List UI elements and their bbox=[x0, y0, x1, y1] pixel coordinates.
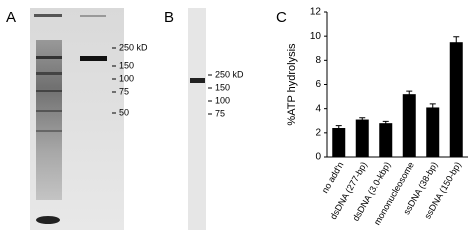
bar bbox=[402, 94, 416, 157]
bar bbox=[379, 123, 393, 157]
marker-label: 150 bbox=[119, 60, 134, 70]
bar bbox=[449, 42, 463, 158]
marker-label: 150 bbox=[215, 82, 230, 92]
marker-label: 100 bbox=[119, 73, 134, 83]
y-tick-label: 10 bbox=[310, 31, 322, 42]
marker-label: 250 kD bbox=[119, 42, 148, 52]
marker-label: 100 bbox=[215, 95, 230, 105]
y-tick-label: 2 bbox=[315, 127, 321, 138]
bar bbox=[355, 119, 369, 157]
gel-a bbox=[30, 8, 124, 230]
error-bar bbox=[335, 125, 342, 131]
marker-label: 250 kD bbox=[215, 69, 244, 79]
marker-label: 50 bbox=[119, 107, 129, 117]
error-bar bbox=[429, 103, 436, 112]
panel-label: B bbox=[164, 9, 174, 26]
error-bar bbox=[453, 36, 460, 48]
y-tick-label: 8 bbox=[315, 55, 321, 66]
error-bar bbox=[359, 117, 366, 122]
marker-label: 75 bbox=[215, 108, 225, 118]
bar bbox=[332, 128, 346, 157]
x-tick-label: no add'n bbox=[320, 160, 346, 195]
y-tick-label: 0 bbox=[315, 152, 321, 163]
bar bbox=[426, 107, 440, 157]
error-bar bbox=[382, 120, 389, 125]
y-tick-label: 12 bbox=[310, 7, 322, 18]
panel-label: C bbox=[276, 9, 287, 26]
panel-label: A bbox=[6, 9, 16, 26]
y-tick-label: 6 bbox=[315, 79, 321, 90]
y-axis-label: %ATP hydrolysis bbox=[286, 43, 298, 126]
error-bar bbox=[406, 90, 413, 98]
gel-markers: 250 kD 150 100 75 50 250 kD 150 100 75 bbox=[112, 42, 244, 118]
y-tick-label: 4 bbox=[315, 103, 321, 114]
marker-label: 75 bbox=[119, 86, 129, 96]
gel-b bbox=[188, 8, 206, 230]
